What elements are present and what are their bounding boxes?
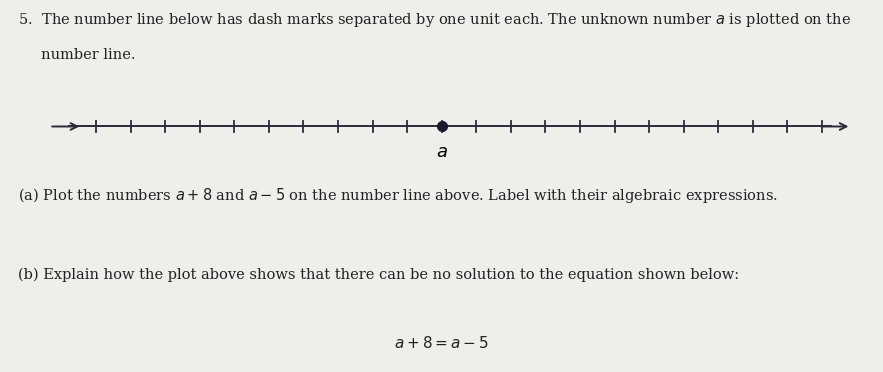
Text: 5.  The number line below has dash marks separated by one unit each. The unknown: 5. The number line below has dash marks … — [18, 11, 851, 29]
Text: $a+8=a-5$: $a+8=a-5$ — [394, 335, 489, 351]
Text: number line.: number line. — [18, 48, 135, 62]
Text: $a$: $a$ — [436, 143, 448, 161]
Text: (a) Plot the numbers $a+8$ and $a-5$ on the number line above. Label with their : (a) Plot the numbers $a+8$ and $a-5$ on … — [18, 186, 777, 205]
Text: (b) Explain how the plot above shows that there can be no solution to the equati: (b) Explain how the plot above shows tha… — [18, 268, 739, 282]
